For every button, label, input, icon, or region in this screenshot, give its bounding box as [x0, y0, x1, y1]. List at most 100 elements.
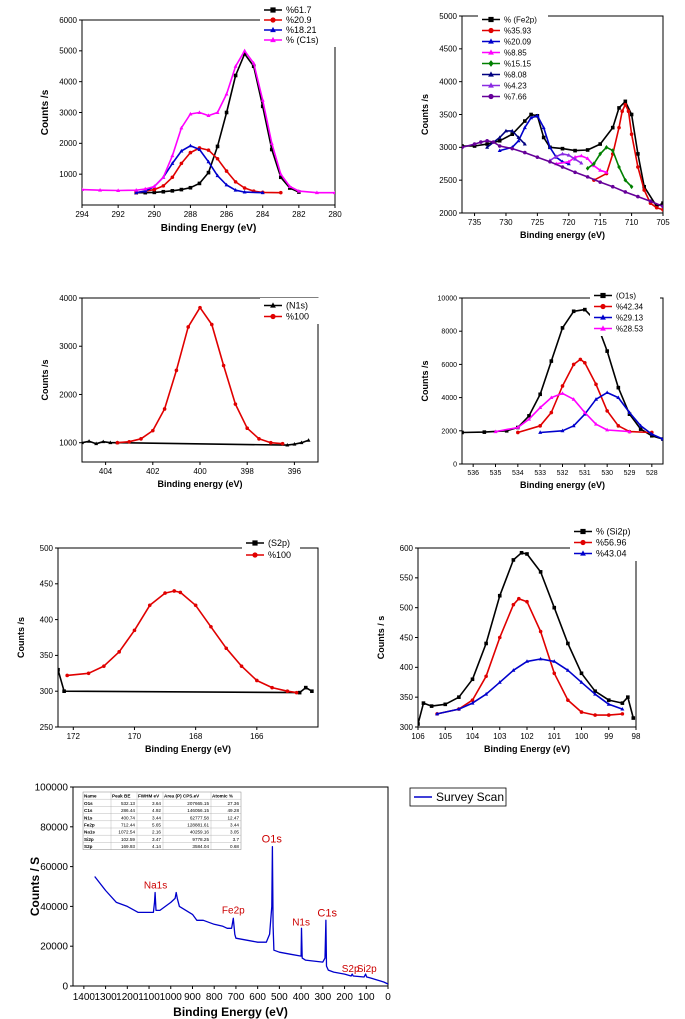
table-cell: 49.28 [228, 808, 240, 813]
data-point [193, 603, 198, 608]
peak-label-si2p: Si2p [357, 964, 377, 975]
data-point [270, 685, 274, 690]
series-line-0 [94, 846, 388, 985]
data-point [294, 690, 299, 695]
y-tick-label: 6000 [441, 362, 457, 369]
data-point [161, 184, 166, 188]
data-point [179, 125, 184, 130]
x-tick-label: 533 [534, 470, 546, 477]
data-point [206, 170, 211, 175]
peak-label-c1s: C1s [317, 907, 337, 919]
x-tick-label: 99 [604, 732, 613, 741]
data-point [623, 190, 628, 194]
x-tick-label: 1100 [138, 992, 160, 1003]
data-point [132, 628, 137, 633]
table-header-cell: FWHM eV [138, 794, 160, 799]
data-point [188, 143, 193, 148]
data-point [552, 659, 557, 663]
series-line-0 [418, 551, 635, 725]
data-point [306, 438, 311, 442]
data-point [197, 147, 202, 151]
series-line-0 [462, 100, 663, 208]
plot-area [82, 305, 311, 447]
data-point [523, 150, 527, 155]
table-cell: Fe2p [84, 823, 95, 828]
data-point [224, 182, 229, 187]
data-point [151, 428, 155, 433]
data-point [627, 412, 632, 416]
x-tick-label: 292 [111, 210, 125, 219]
data-point [296, 188, 301, 193]
legend-marker [600, 303, 606, 310]
chart-fe2p: 735 730 725 720 715 710 705 2000 2500 3000 3500 400… [420, 12, 670, 240]
data-point [516, 135, 521, 139]
y-axis-label: Counts / s [376, 616, 386, 660]
data-point [525, 552, 529, 556]
table-header-cell: Peak BE [112, 794, 130, 799]
data-point [522, 141, 527, 146]
data-point [579, 160, 584, 165]
data-point [470, 700, 475, 705]
data-point [139, 437, 143, 441]
x-tick-label: 396 [288, 467, 302, 476]
data-point [224, 110, 229, 115]
data-point [98, 188, 103, 192]
chart-survey: 1400 1300 1200 1100 1000 900 800 700 600 500 400 30… [28, 783, 507, 1019]
data-point [598, 142, 602, 146]
data-point [108, 440, 113, 445]
y-tick-label: 3000 [59, 108, 77, 117]
data-point [245, 426, 249, 431]
y-tick-label: 350 [400, 693, 414, 702]
legend-marker [270, 302, 276, 308]
data-point [517, 596, 521, 601]
legend: (O1s) %42.34 %29.13 %28.53 [590, 288, 660, 336]
data-point [592, 161, 596, 167]
y-tick-label: 5000 [439, 12, 457, 21]
y-tick-label: 450 [400, 633, 414, 642]
legend-label: (O1s) [616, 291, 636, 300]
legend-label: %100 [268, 550, 291, 560]
table-cell: 1072.54 [118, 830, 135, 835]
data-point [62, 689, 66, 693]
data-point [497, 593, 502, 598]
data-point [560, 384, 565, 388]
data-point [117, 650, 121, 654]
data-point [519, 550, 524, 555]
data-point [485, 145, 490, 149]
y-tick-label: 3500 [439, 110, 457, 119]
data-point [102, 664, 106, 668]
data-point [493, 429, 498, 434]
data-point [529, 115, 534, 120]
data-point [638, 427, 643, 431]
legend: (N1s)%100 [260, 298, 320, 324]
peak-label-n1s: N1s [292, 917, 310, 928]
x-tick-label: 300 [314, 992, 331, 1003]
chart-c1s: 294 292 290 288 286 284 282 280 1000 2000 3000 4000… [40, 3, 342, 234]
data-point [179, 187, 184, 192]
data-point [101, 439, 106, 444]
data-point [484, 692, 489, 696]
data-point [479, 140, 483, 144]
table-cell: 5.65 [152, 823, 161, 828]
data-point [585, 148, 590, 152]
x-tick-label: 294 [75, 210, 89, 219]
data-point [573, 148, 577, 153]
data-point [548, 159, 552, 164]
data-point [288, 186, 292, 190]
table-cell: 532.13 [121, 801, 135, 806]
x-axis-label: Binding Energy (eV) [484, 744, 570, 754]
legend-marker [600, 292, 606, 299]
data-point [594, 422, 598, 426]
table-cell: O1s [84, 801, 93, 806]
x-tick-label: 531 [579, 470, 591, 477]
data-point [598, 180, 602, 184]
series-line-1 [436, 597, 623, 716]
data-point [661, 204, 663, 209]
legend-marker [270, 313, 276, 320]
x-tick-label: 735 [468, 218, 482, 227]
x-tick-label: 168 [189, 732, 203, 741]
legend-marker [270, 26, 276, 33]
data-point [210, 322, 214, 327]
series-line-1 [117, 306, 283, 445]
